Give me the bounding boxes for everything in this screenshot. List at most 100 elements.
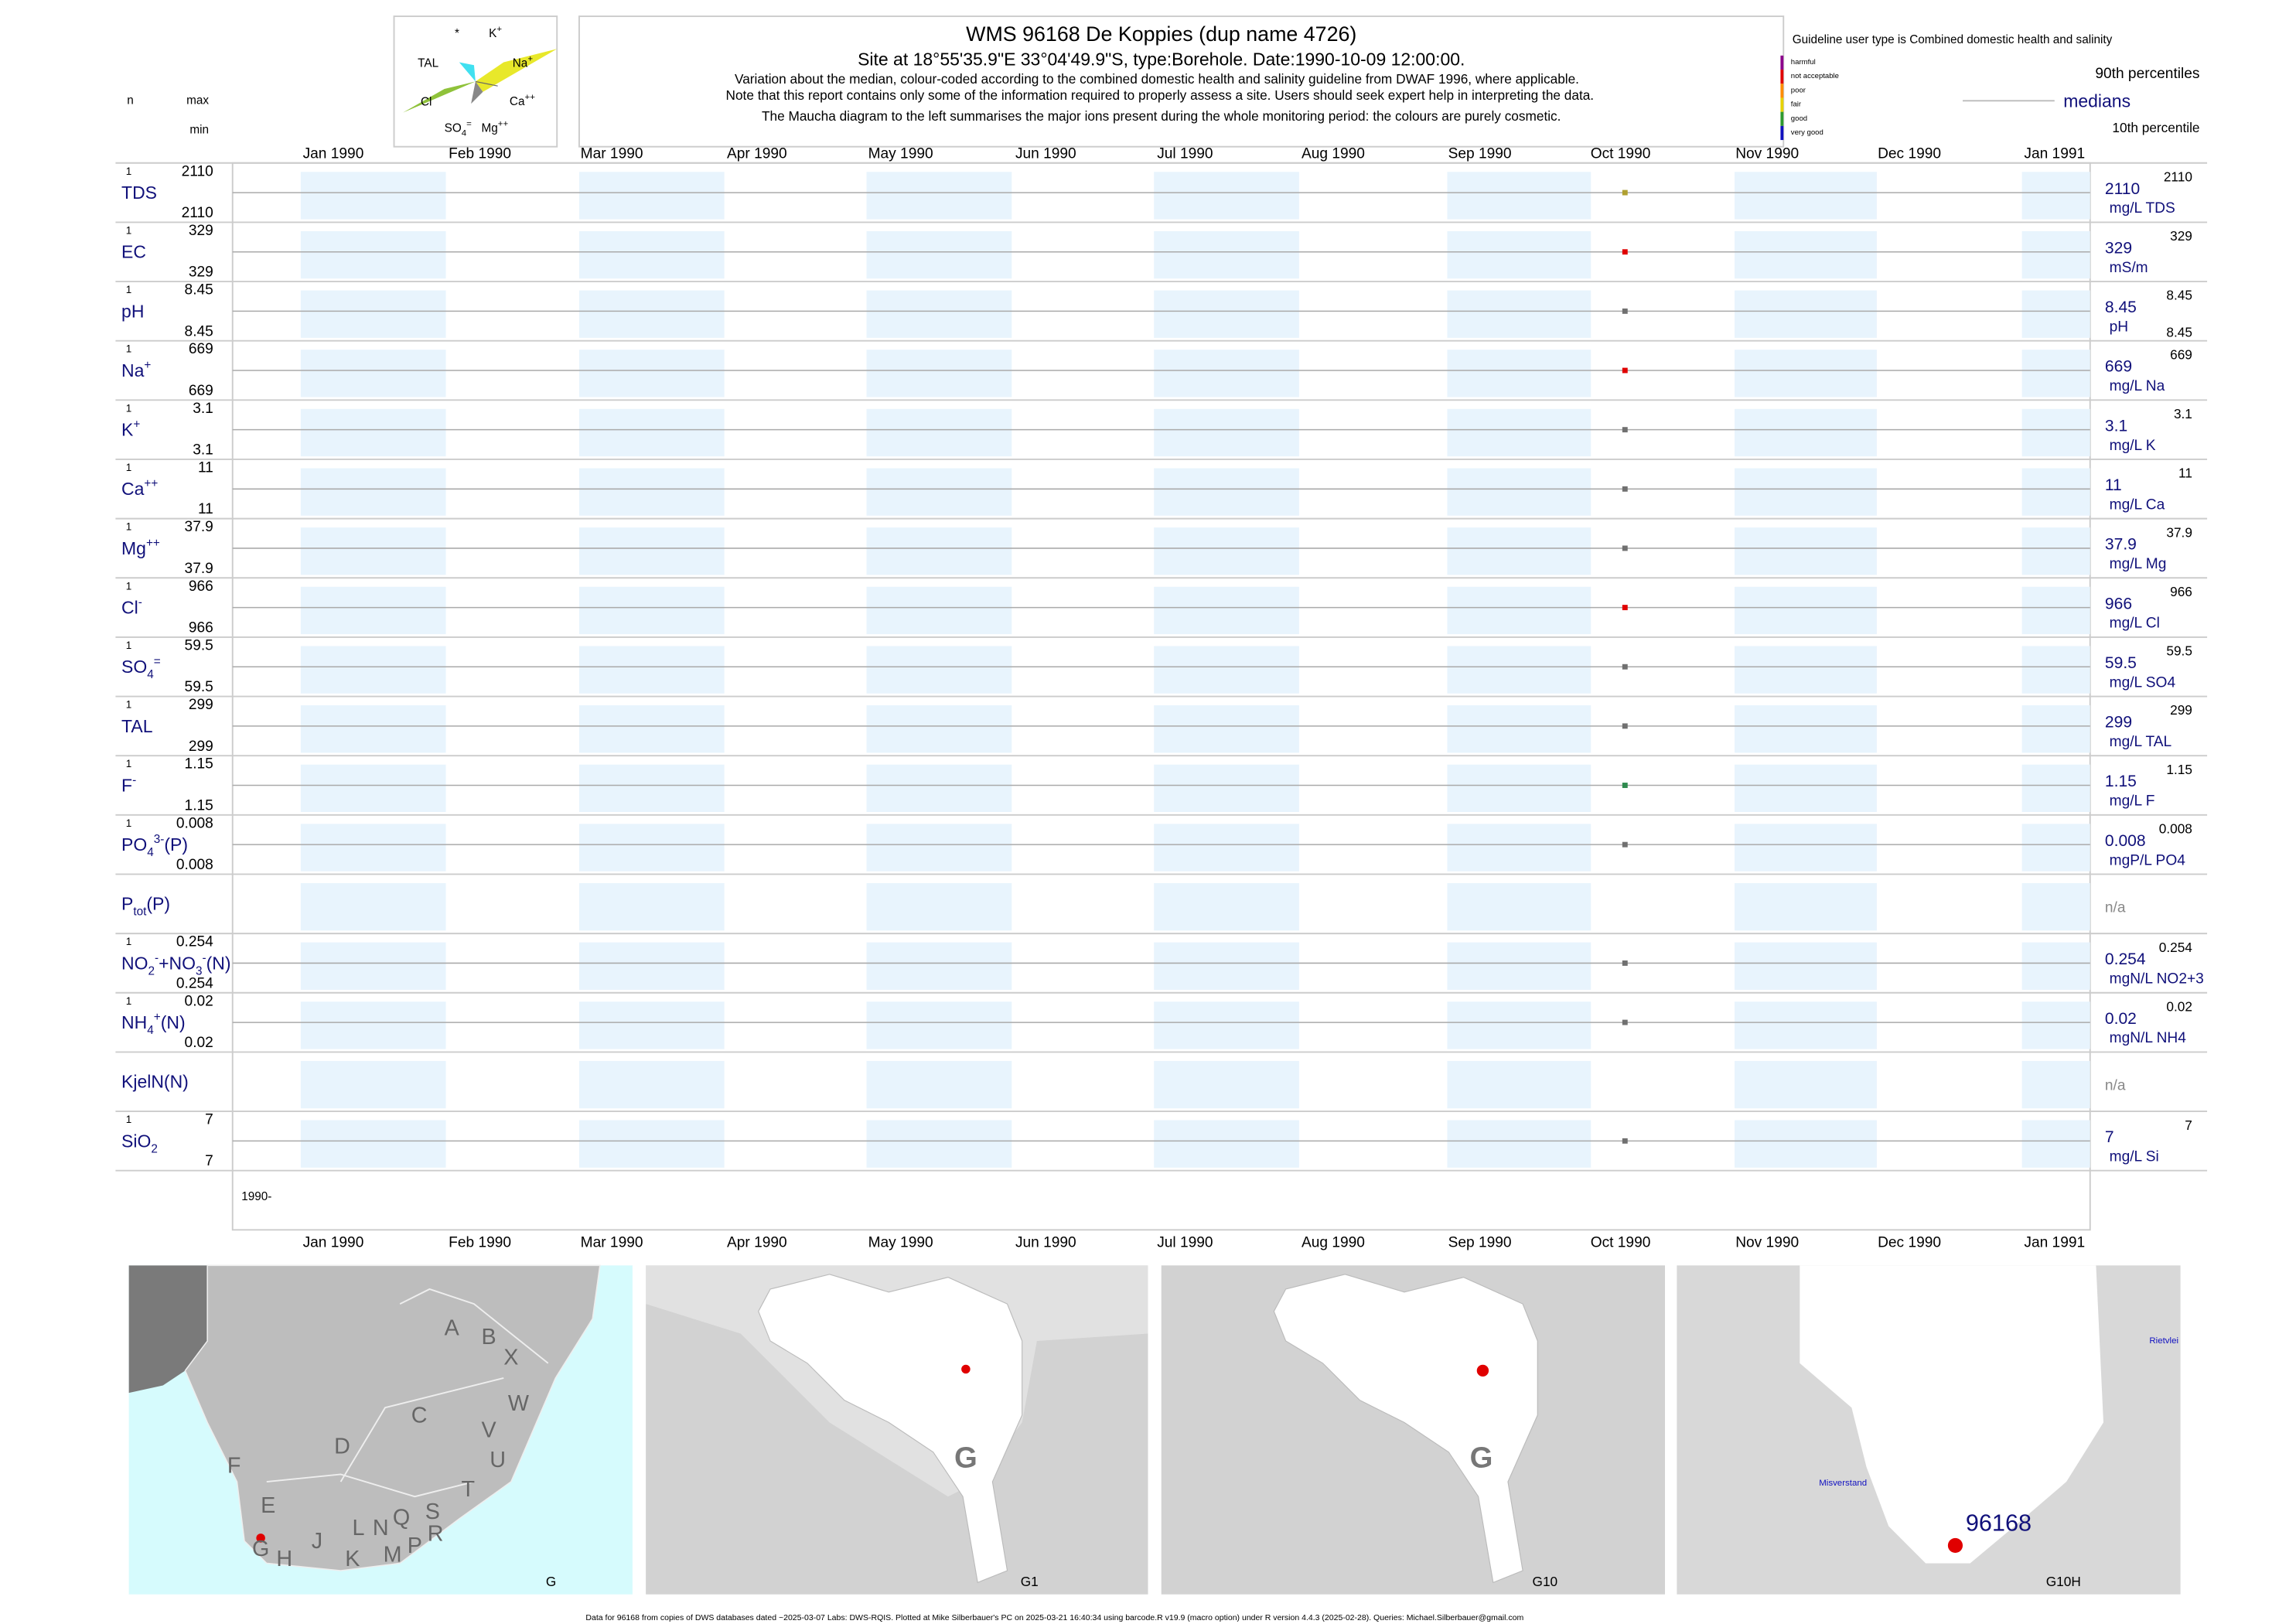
row-n: 1 <box>126 1114 131 1125</box>
median-value: 1.15 <box>2105 773 2137 790</box>
row-n: 1 <box>126 343 131 355</box>
month-band <box>1735 527 1877 575</box>
month-band <box>866 1120 1012 1168</box>
sample-mark <box>1622 1138 1628 1144</box>
row-min: 0.02 <box>185 1035 213 1051</box>
month-label: Aug 1990 <box>1302 1235 1365 1251</box>
label-part: + <box>144 358 151 371</box>
row-label: Na+ <box>121 358 151 380</box>
map-basin-label: G <box>1470 1441 1493 1474</box>
month-label: Nov 1990 <box>1735 1235 1799 1251</box>
p90-value: 329 <box>2170 228 2192 244</box>
month-band <box>2021 882 2090 931</box>
legend-swatch <box>1780 97 1784 112</box>
label-part: ++ <box>144 477 158 490</box>
map-site-label: 96168 <box>1966 1510 2032 1537</box>
month-band <box>1735 1001 1877 1049</box>
month-band <box>866 350 1012 397</box>
label-part: - <box>155 951 159 964</box>
p90-value: 59.5 <box>2166 643 2192 659</box>
unit: mg/L Na <box>2110 378 2165 394</box>
month-band <box>1735 705 1877 753</box>
legend-swatch <box>1780 55 1784 70</box>
month-band <box>1447 1001 1592 1049</box>
month-band <box>578 764 725 812</box>
label-part: tot <box>133 905 147 918</box>
month-band <box>866 230 1012 279</box>
month-band <box>1447 1120 1592 1168</box>
month-band <box>1154 172 1299 220</box>
maucha-label: * <box>455 27 459 40</box>
month-band <box>1735 764 1877 812</box>
label-part: 2 <box>148 964 155 977</box>
row-n: 1 <box>126 224 131 236</box>
month-band <box>1154 1060 1299 1109</box>
row-label: Cl- <box>121 595 142 618</box>
month-band <box>1447 882 1592 931</box>
median-value: 0.02 <box>2105 1010 2137 1028</box>
month-label: Apr 1990 <box>727 1235 787 1251</box>
unit: mg/L F <box>2110 793 2155 810</box>
region-label: X <box>503 1346 518 1370</box>
month-band <box>1154 705 1299 753</box>
row-label: NH4+(N) <box>121 1011 186 1037</box>
label-part: TDS <box>121 183 157 203</box>
label-part: NH <box>121 1012 147 1032</box>
month-band <box>300 646 446 694</box>
row-min: 1.15 <box>185 797 213 814</box>
row-max: 7 <box>205 1112 213 1128</box>
month-band <box>300 1060 446 1109</box>
month-band <box>300 172 446 220</box>
p90-value: 299 <box>2170 702 2192 718</box>
row-min: 0.254 <box>176 975 213 991</box>
p10-value: 8.45 <box>2166 325 2192 340</box>
label-part: (P) <box>164 834 188 855</box>
month-label: Jul 1990 <box>1157 1235 1213 1251</box>
legend-swatch <box>1780 111 1784 126</box>
month-band <box>1447 350 1592 397</box>
month-label: Feb 1990 <box>449 1235 511 1251</box>
unit: pH <box>2110 319 2128 336</box>
month-band <box>866 646 1012 694</box>
unit: mgP/L PO4 <box>2110 852 2186 868</box>
median-value: 299 <box>2105 714 2132 732</box>
month-band <box>1154 646 1299 694</box>
row-n: 1 <box>126 936 131 947</box>
month-band <box>1447 1060 1592 1109</box>
month-band <box>1735 1060 1877 1109</box>
p90-value: 669 <box>2170 346 2192 362</box>
month-band <box>578 882 725 931</box>
month-band <box>1735 408 1877 457</box>
month-band <box>1447 468 1592 516</box>
label-part: Na <box>121 360 145 380</box>
row-n: 1 <box>126 758 131 769</box>
month-label: Jan 1990 <box>303 145 364 162</box>
unit: mgN/L NO2+3 <box>2110 971 2204 988</box>
maucha-label: TAL <box>418 56 438 70</box>
footer: Data for 96168 from copies of DWS databa… <box>585 1613 1523 1622</box>
sample-mark <box>1622 1019 1628 1025</box>
month-label: May 1990 <box>868 1235 933 1251</box>
region-label: P <box>408 1534 422 1558</box>
month-band <box>578 290 725 338</box>
unit: mg/L TAL <box>2110 734 2172 750</box>
region-label: C <box>411 1403 428 1428</box>
map-site <box>256 1534 265 1543</box>
label-part: SiO <box>121 1131 151 1151</box>
month-label: Jan 1991 <box>2024 145 2085 162</box>
month-band <box>866 824 1012 872</box>
row-max: 0.02 <box>185 993 213 1009</box>
maucha-label: Mg++ <box>482 120 509 135</box>
region-label: H <box>276 1547 292 1571</box>
p90-value: 0.254 <box>2159 940 2193 955</box>
row-min: 8.45 <box>185 323 213 339</box>
row-min: 329 <box>189 264 213 281</box>
sample-mark <box>1622 367 1628 374</box>
label-part: NO <box>121 953 148 973</box>
label-part: + <box>154 1011 161 1024</box>
month-label: Jan 1991 <box>2024 1235 2085 1251</box>
month-band <box>578 172 725 220</box>
map-town: Misverstand <box>1819 1479 1867 1488</box>
region-label: A <box>445 1315 460 1340</box>
p90-value: 2110 <box>2164 169 2192 184</box>
